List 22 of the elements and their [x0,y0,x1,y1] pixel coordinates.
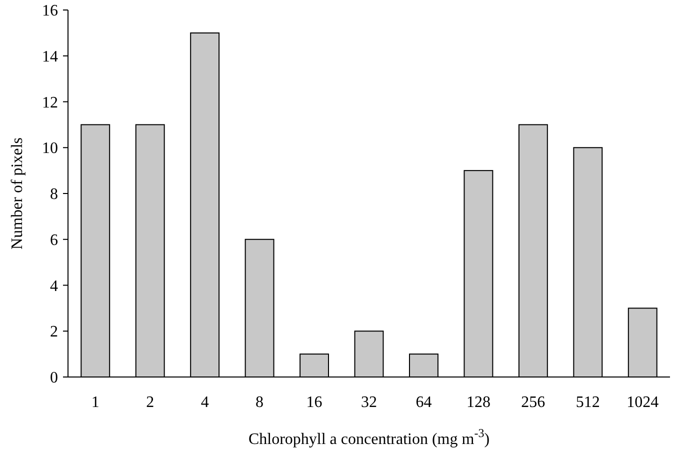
x-tick-label: 8 [256,394,264,411]
x-axis-title: Chlorophyll a concentration (mg m$^{-3}$) [248,426,490,448]
x-tick-label: 1024 [626,394,659,411]
x-tick-label: 128 [466,394,490,411]
y-tick-label: 4 [50,278,58,295]
x-tick-label: 2 [146,394,154,411]
y-tick-label: 12 [42,94,58,112]
y-tick-label: 8 [50,186,58,204]
x-tick-label: 256 [521,394,546,411]
x-tick-label: 16 [306,394,322,411]
y-axis-title: Number of pixels [9,138,26,250]
x-tick-label: 64 [416,394,432,411]
x-tick-label: 1 [91,394,100,411]
y-tick-label: 16 [42,2,58,20]
y-tick-label: 0 [50,370,58,387]
y-tick-label: 6 [50,232,58,249]
x-tick-label: 32 [361,394,377,411]
y-tick-label: 10 [42,140,58,158]
y-tick-label: 14 [42,48,58,66]
x-tick-label: 512 [576,394,600,411]
y-tick-label: 2 [50,324,58,341]
x-tick-label: 4 [200,394,209,411]
